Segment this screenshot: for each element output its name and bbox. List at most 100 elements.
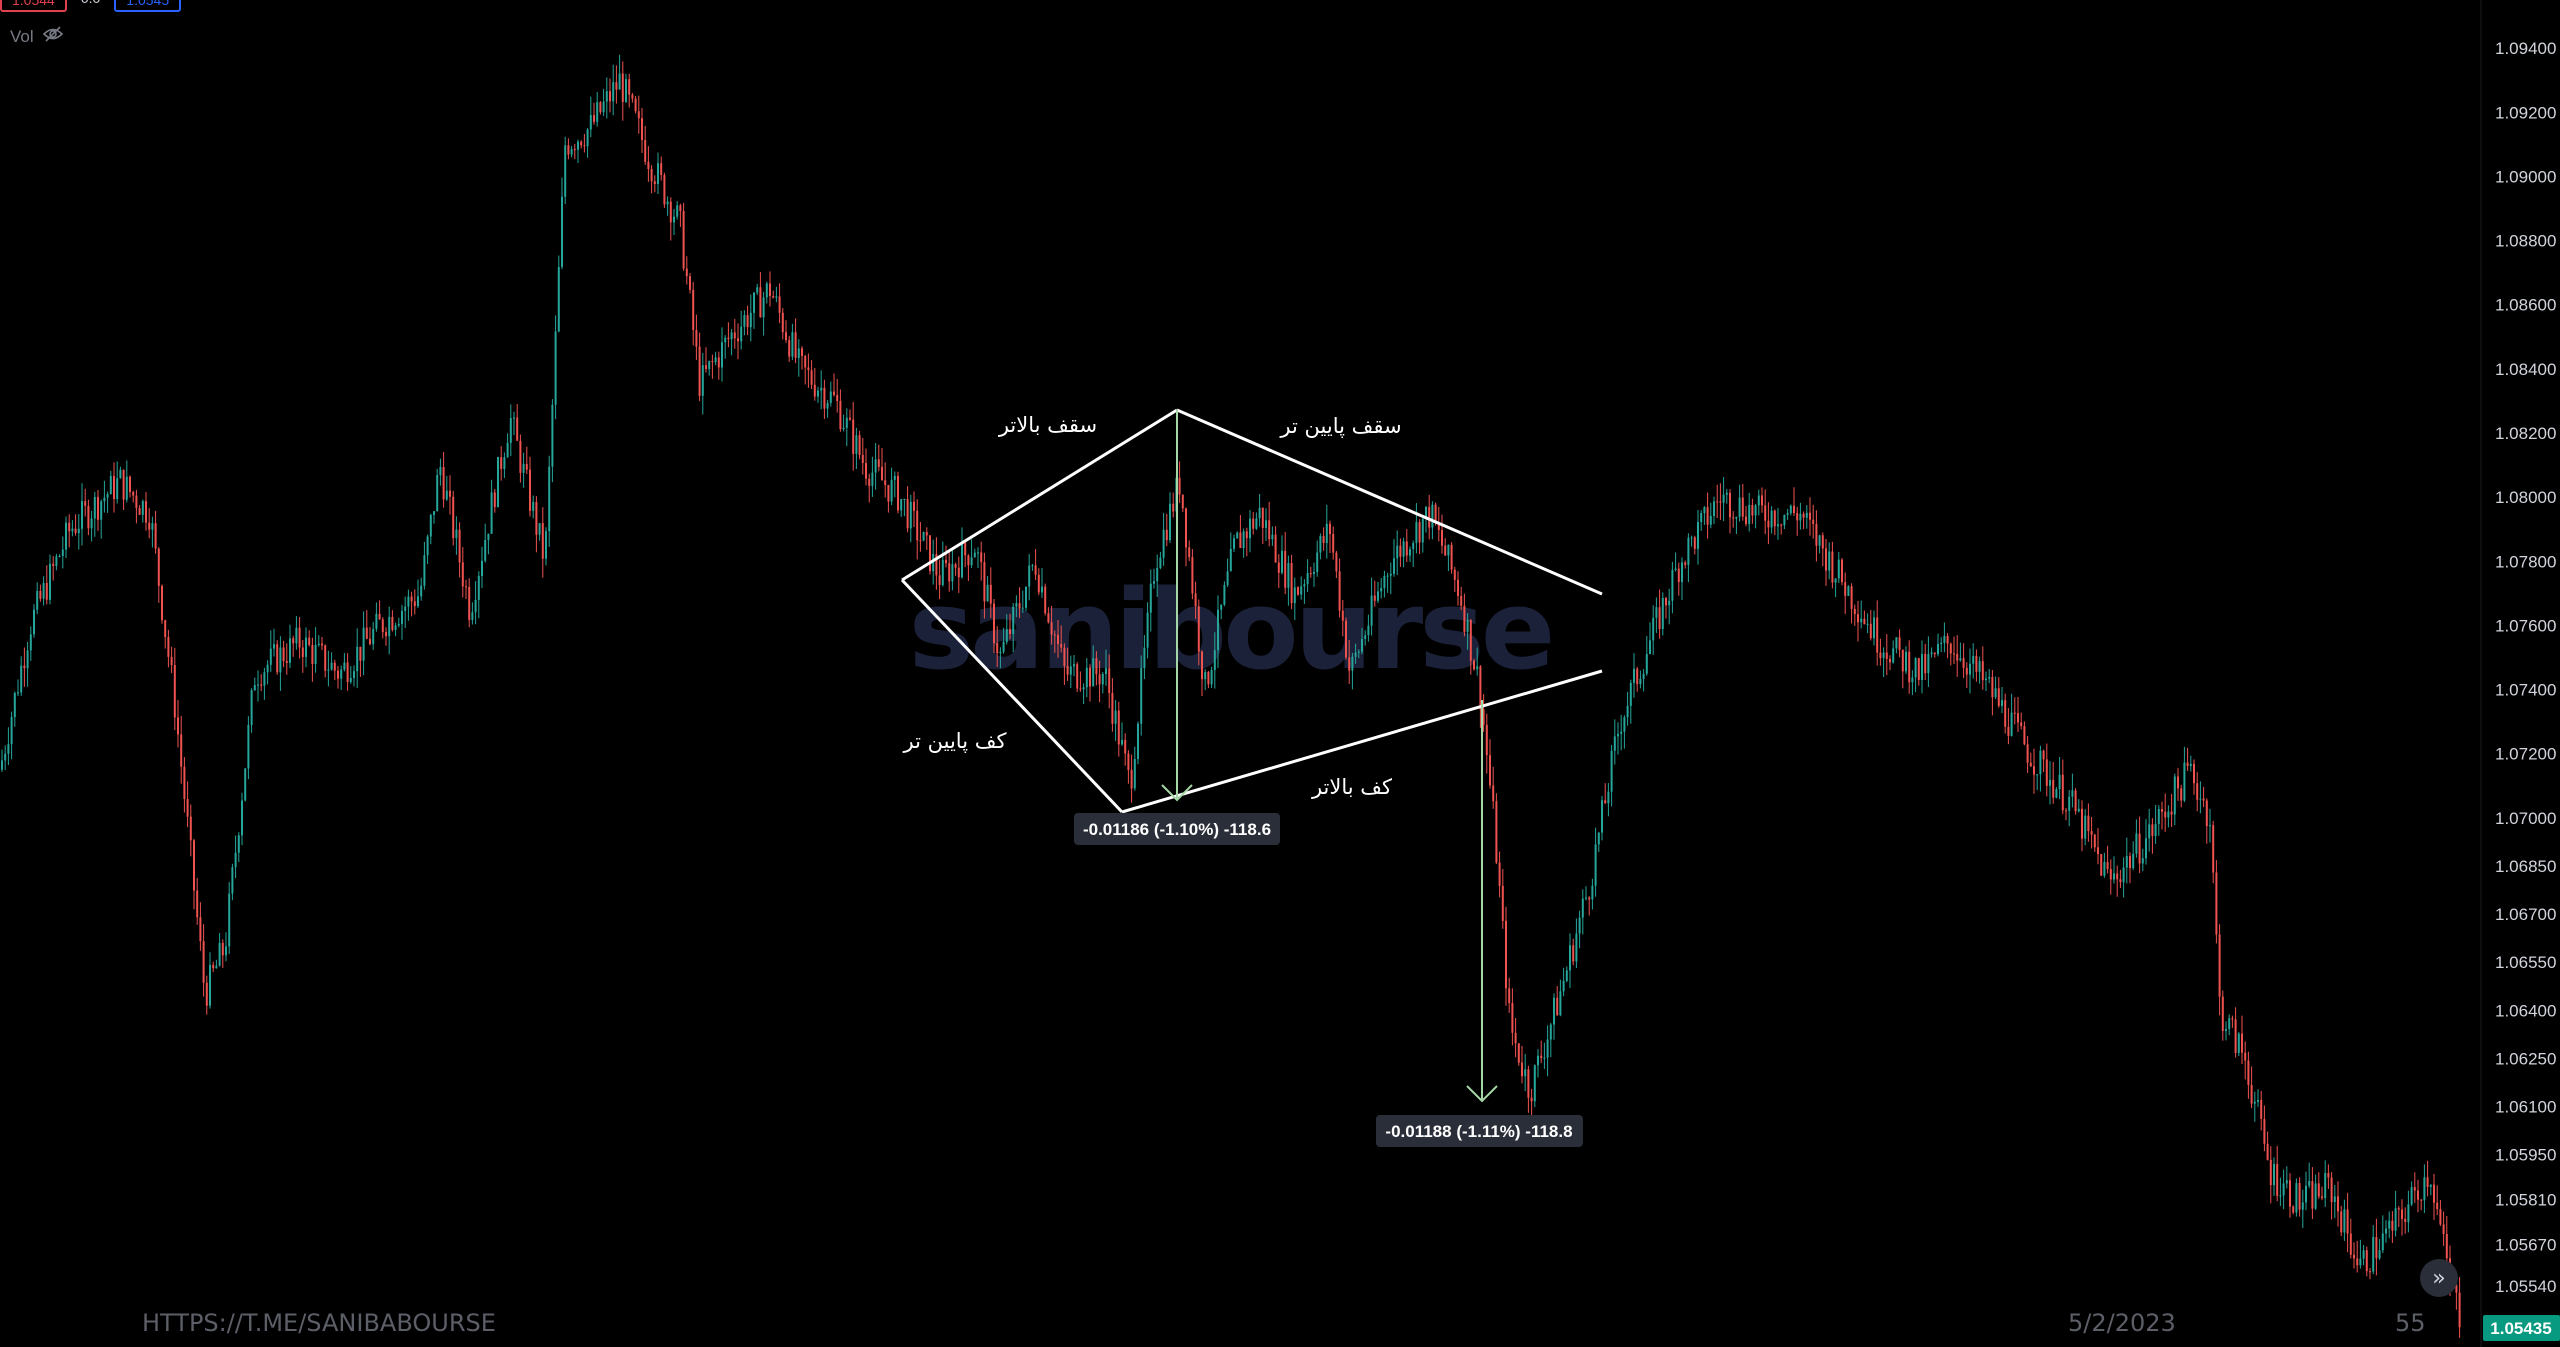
candle-body bbox=[445, 490, 448, 500]
candle-body bbox=[1639, 678, 1642, 685]
pattern-line-lower-right[interactable] bbox=[1121, 669, 1603, 814]
candle-body bbox=[2340, 1211, 2343, 1233]
price-tick-label: 1.08600 bbox=[2495, 296, 2556, 315]
candle-body bbox=[2148, 824, 2151, 839]
price-axis[interactable]: 1.09400 1.09200 1.09000 1.08800 1.08600 1.084… bbox=[2495, 39, 2556, 1296]
candle-body bbox=[1229, 548, 1232, 572]
candle-body bbox=[1690, 537, 1693, 539]
candle-body bbox=[2372, 1237, 2375, 1272]
candle-body bbox=[55, 556, 58, 566]
candle-body bbox=[1265, 520, 1267, 528]
ask-price-badge[interactable]: 1.0545 bbox=[114, 0, 182, 12]
candle-body bbox=[1255, 518, 1258, 529]
candle-body bbox=[2029, 762, 2032, 767]
candle-body bbox=[852, 419, 855, 454]
candle-body bbox=[2013, 712, 2016, 714]
candle-body bbox=[2020, 722, 2023, 727]
candle-body bbox=[1985, 678, 1987, 681]
candle-body bbox=[1476, 666, 1479, 670]
pattern-line-upper-left[interactable] bbox=[901, 408, 1178, 582]
price-tick-label: 1.08800 bbox=[2495, 232, 2556, 251]
candle-body bbox=[1076, 664, 1079, 689]
candle-body bbox=[836, 394, 839, 402]
candle-body bbox=[1361, 639, 1363, 652]
candle-body bbox=[983, 562, 986, 602]
candle-body bbox=[257, 684, 259, 686]
candle-body bbox=[618, 73, 621, 90]
candle-body bbox=[1530, 1097, 1533, 1102]
candle-body bbox=[1479, 666, 1482, 710]
candle-body bbox=[2202, 798, 2205, 801]
candle-body bbox=[1082, 687, 1085, 690]
candle-body bbox=[97, 496, 99, 520]
bid-price-badge[interactable]: 1.0544 bbox=[0, 0, 67, 12]
candle-body bbox=[1674, 568, 1677, 570]
candle-body bbox=[2253, 1101, 2256, 1104]
candle-body bbox=[1146, 612, 1149, 648]
candle-body bbox=[433, 511, 435, 515]
candle-body bbox=[599, 102, 602, 113]
candle-body bbox=[474, 599, 477, 613]
candle-body bbox=[932, 554, 935, 572]
candle-body bbox=[90, 518, 93, 529]
scroll-to-realtime-button[interactable]: » bbox=[2420, 1259, 2458, 1297]
candle-body bbox=[2026, 744, 2029, 763]
candle-body bbox=[1959, 658, 1962, 661]
candle-body bbox=[1607, 791, 1610, 804]
candle-body bbox=[1978, 661, 1981, 672]
eye-off-icon[interactable] bbox=[42, 25, 64, 48]
candle-body bbox=[839, 401, 842, 430]
candle-body bbox=[554, 331, 557, 405]
candle-body bbox=[1386, 575, 1389, 577]
candle-body bbox=[762, 297, 765, 318]
candle-body bbox=[2413, 1187, 2416, 1191]
candle-body bbox=[2426, 1177, 2429, 1187]
candle-body bbox=[993, 603, 995, 644]
candle-body bbox=[1393, 558, 1395, 574]
measure-tool-1[interactable]: -0.01186 (-1.10%) -118.6 bbox=[1074, 410, 1280, 845]
candle-body bbox=[1412, 542, 1415, 550]
candle-body bbox=[826, 402, 829, 409]
candle-body bbox=[1553, 997, 1555, 1025]
measure-tool-2[interactable]: -0.01188 (-1.11%) -118.8 bbox=[1376, 700, 1583, 1147]
price-tick-label: 1.06700 bbox=[2495, 905, 2556, 924]
candle-body bbox=[2279, 1195, 2282, 1197]
candle-body bbox=[1729, 492, 1731, 518]
candle-body bbox=[644, 139, 647, 162]
candle-body bbox=[81, 501, 83, 529]
candle-body bbox=[807, 367, 810, 371]
candle-body bbox=[1505, 920, 1507, 989]
candle-body bbox=[442, 467, 445, 500]
pattern-line-lower-left[interactable] bbox=[900, 578, 1124, 814]
candle-body bbox=[701, 365, 704, 396]
candle-body bbox=[957, 567, 960, 578]
candle-body bbox=[1441, 529, 1443, 546]
candle-body bbox=[1028, 565, 1031, 587]
candle-body bbox=[1569, 945, 1571, 971]
candle-body bbox=[749, 312, 752, 328]
candle-body bbox=[2445, 1233, 2448, 1259]
candle-body bbox=[1965, 667, 1968, 675]
diamond-pattern[interactable] bbox=[900, 408, 1603, 814]
candle-body bbox=[2295, 1183, 2298, 1213]
candle-body bbox=[1594, 844, 1597, 886]
candle-body bbox=[532, 502, 535, 511]
candle-body bbox=[2330, 1177, 2333, 1203]
watermark-number: 55 bbox=[2395, 1309, 2426, 1337]
candle-body bbox=[1905, 651, 1907, 672]
candle-body bbox=[1025, 586, 1027, 608]
candle-body bbox=[1524, 1069, 1527, 1077]
volume-indicator-legend[interactable]: Vol bbox=[10, 25, 64, 48]
candle-body bbox=[2164, 811, 2167, 818]
candle-body bbox=[2023, 726, 2026, 745]
candle-body bbox=[1274, 534, 1277, 563]
candle-body bbox=[1805, 512, 1808, 518]
candle-body bbox=[676, 205, 679, 217]
watermark-logo: sanibourse bbox=[909, 566, 1552, 694]
candle-body bbox=[1357, 651, 1360, 653]
candle-body bbox=[1447, 544, 1450, 556]
candle-body bbox=[276, 644, 279, 673]
candle-body bbox=[2189, 763, 2192, 767]
pattern-line-upper-right[interactable] bbox=[1176, 408, 1603, 596]
